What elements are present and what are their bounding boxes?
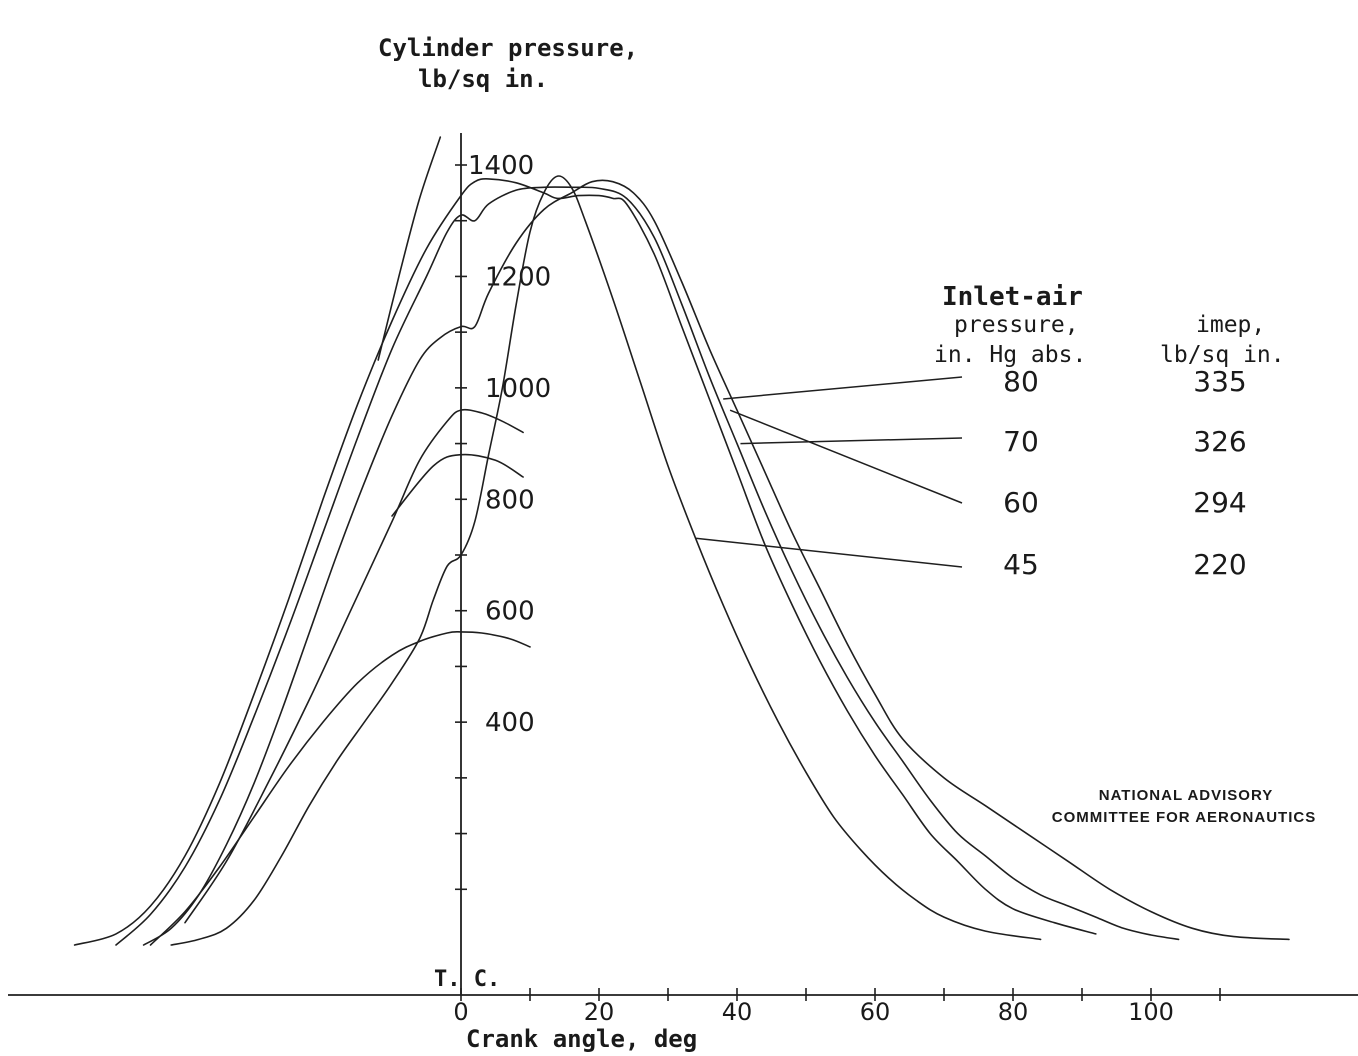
legend-inlet-pressure-value: 70 bbox=[1003, 425, 1039, 458]
y-tick-label: 400 bbox=[485, 708, 535, 738]
y-axis-title-line1: Cylinder pressure, bbox=[378, 34, 638, 62]
tdc-label: T. C. bbox=[434, 967, 500, 992]
trace-fragment bbox=[149, 631, 531, 946]
legend-leader-line bbox=[695, 537, 963, 568]
x-tick-label: 20 bbox=[584, 998, 615, 1026]
legend-imep-value: 220 bbox=[1193, 548, 1246, 581]
series-curve bbox=[142, 179, 1290, 946]
legend-values-group: 80 335 70 326 60 294 45 220 bbox=[1003, 365, 1247, 581]
x-tick-label: 0 bbox=[453, 998, 468, 1026]
y-tick-label: 800 bbox=[485, 485, 535, 515]
x-axis-title: Crank angle, deg bbox=[466, 1025, 697, 1053]
x-ticks-group: 0 20 40 60 80 100 bbox=[453, 988, 1221, 1026]
y-tick-label: 1400 bbox=[468, 151, 534, 181]
x-tick-label: 60 bbox=[860, 998, 891, 1026]
legend-header-imep-line2: lb/sq in. bbox=[1160, 342, 1285, 368]
trace-fragment bbox=[377, 136, 442, 361]
legend-imep-value: 326 bbox=[1193, 425, 1246, 458]
legend-leader-line bbox=[740, 437, 963, 445]
legend-header-inlet-line1: Inlet-air bbox=[942, 282, 1083, 312]
legend-inlet-pressure-value: 45 bbox=[1003, 548, 1039, 581]
series-curve bbox=[170, 175, 1042, 946]
x-tick-label: 80 bbox=[998, 998, 1029, 1026]
y-axis-title-line2: lb/sq in. bbox=[418, 65, 548, 93]
legend-header-imep-line1: imep, bbox=[1196, 312, 1265, 338]
series-curve bbox=[115, 186, 1180, 946]
y-tick-label: 1000 bbox=[485, 374, 551, 404]
curves-group bbox=[73, 136, 1290, 946]
credit-line2: COMMITTEE FOR AERONAUTICS bbox=[1052, 809, 1316, 826]
x-tick-label: 100 bbox=[1128, 998, 1174, 1026]
x-tick-label: 40 bbox=[722, 998, 753, 1026]
legend-header-inlet-line2: pressure, bbox=[954, 312, 1079, 338]
y-tick-label: 1200 bbox=[485, 262, 551, 292]
credit-line1: NATIONAL ADVISORY bbox=[1099, 787, 1274, 804]
y-ticks-group: 400 600 800 1000 1200 1400 bbox=[455, 151, 551, 891]
legend-inlet-pressure-value: 80 bbox=[1003, 365, 1039, 398]
trace-fragment bbox=[391, 453, 524, 517]
legend-leader-line bbox=[723, 376, 963, 400]
series-curve bbox=[73, 178, 1097, 946]
legend-imep-value: 335 bbox=[1193, 365, 1246, 398]
legend-leader-line bbox=[729, 409, 963, 504]
legend-imep-value: 294 bbox=[1193, 486, 1246, 519]
trace-fragment bbox=[184, 408, 524, 924]
y-tick-label: 600 bbox=[485, 597, 535, 627]
legend-header-inlet-line3: in. Hg abs. bbox=[934, 342, 1086, 368]
legend-inlet-pressure-value: 60 bbox=[1003, 486, 1039, 519]
leaders-group bbox=[695, 376, 963, 568]
